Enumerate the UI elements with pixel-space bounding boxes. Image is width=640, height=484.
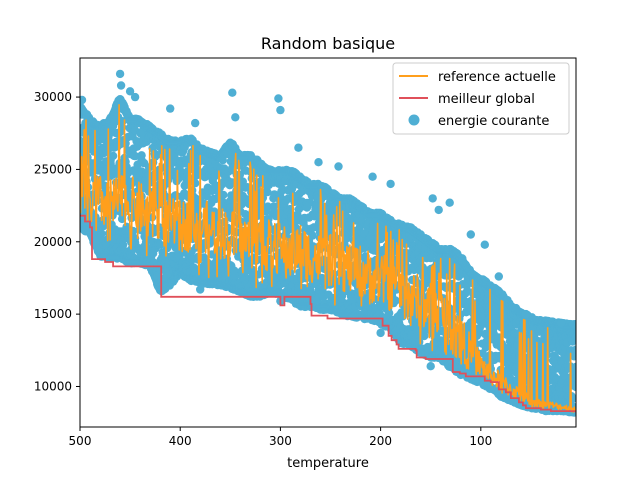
energy-point xyxy=(97,229,106,238)
energy-point xyxy=(156,240,165,249)
energy-point xyxy=(219,190,228,200)
energy-point xyxy=(108,151,118,161)
energy-point xyxy=(130,151,140,161)
plot-area xyxy=(80,69,576,417)
chart-title: Random basique xyxy=(261,34,395,53)
energy-point xyxy=(308,231,317,240)
energy-point xyxy=(118,240,128,249)
energy-point xyxy=(230,266,239,275)
